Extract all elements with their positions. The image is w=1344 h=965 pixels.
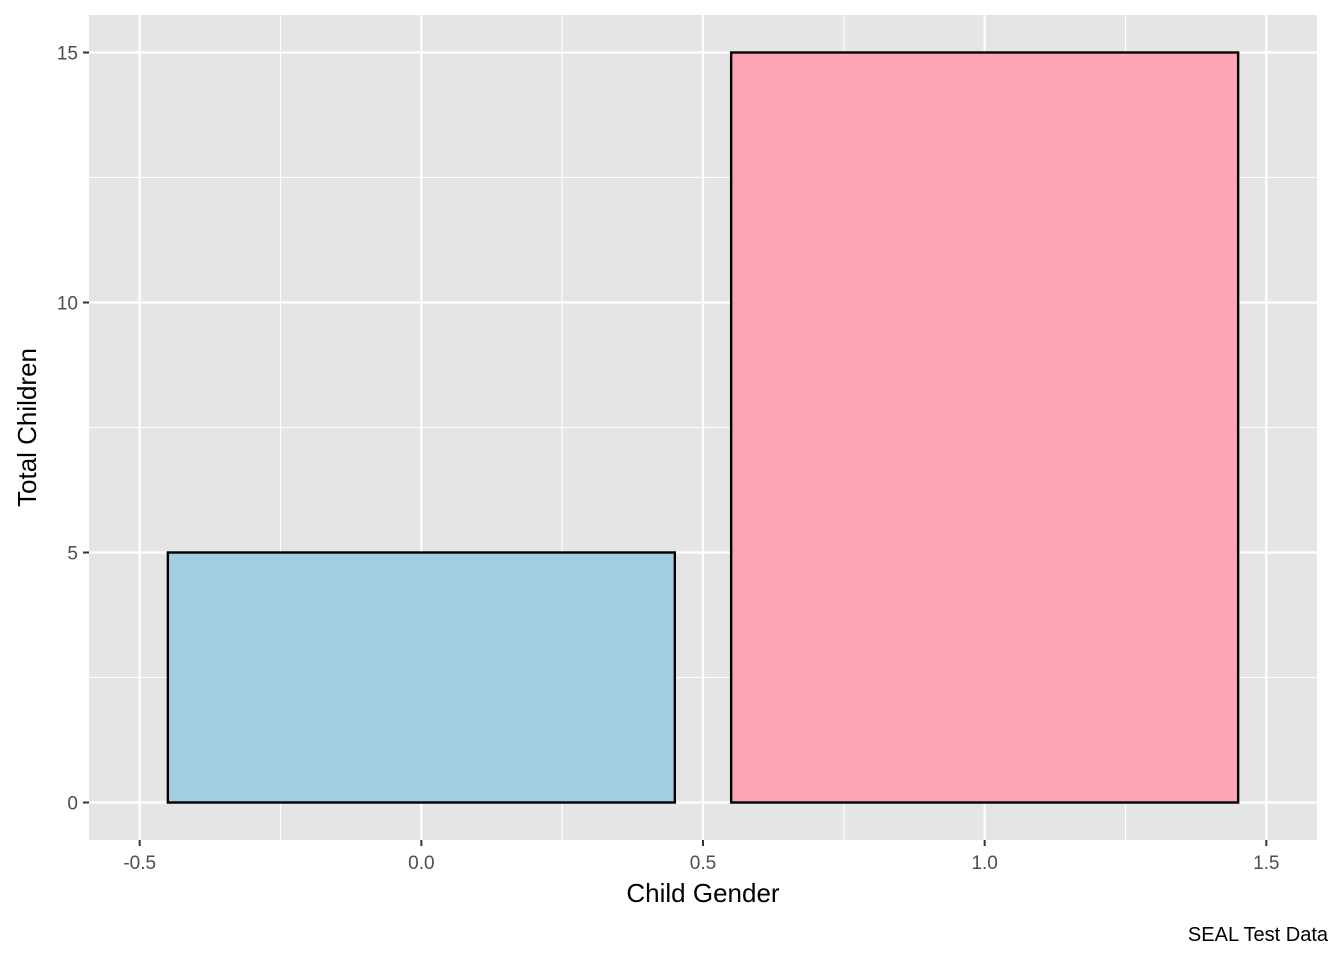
y-tick-label: 10 — [57, 294, 78, 315]
bar-1 — [729, 51, 1240, 804]
x-tick-label: 0.0 — [408, 853, 434, 874]
y-tick-label: 0 — [67, 794, 78, 815]
y-tick-label: 5 — [67, 544, 78, 565]
y-tick-label: 15 — [57, 44, 78, 65]
bar-0 — [166, 551, 677, 804]
x-tick-label: 1.5 — [1253, 853, 1279, 874]
bars — [166, 51, 1240, 804]
axes: -0.5 0.0 0.5 1.0 1.5 0 5 10 15 — [57, 44, 1280, 875]
chart-caption: SEAL Test Data — [1188, 924, 1329, 946]
x-tick-label: 0.5 — [690, 853, 716, 874]
x-axis-title: Child Gender — [626, 878, 780, 908]
y-axis-title: Total Children — [12, 348, 42, 507]
x-tick-label: -0.5 — [123, 853, 156, 874]
x-tick-label: 1.0 — [971, 853, 997, 874]
